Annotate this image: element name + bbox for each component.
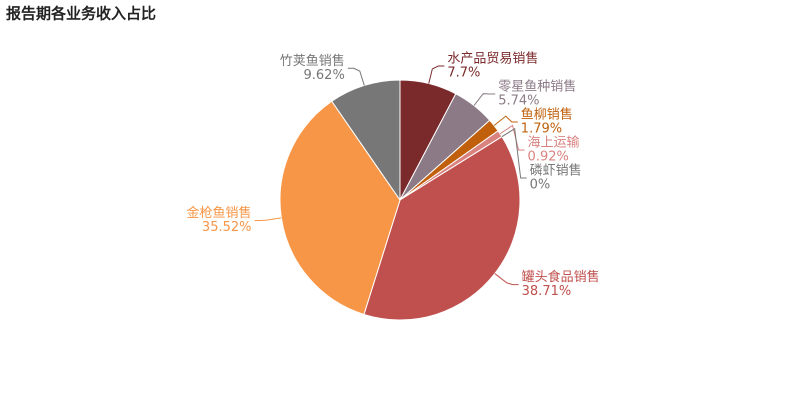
slice-label: 零星鱼种销售 xyxy=(498,79,576,95)
value-label: 1.79% xyxy=(521,122,562,137)
leader-line xyxy=(493,115,518,126)
pie-slice xyxy=(331,79,401,202)
slice-label: 海上运输 xyxy=(528,135,580,151)
chart-title: 报告期各业务收入占比 xyxy=(6,5,156,23)
leader-line xyxy=(501,127,527,179)
leader-line xyxy=(347,67,365,86)
value-label: 7.7% xyxy=(447,66,480,81)
value-label: 0% xyxy=(530,178,551,193)
slice-label: 金枪鱼销售 xyxy=(186,205,251,221)
value-label: 35.52% xyxy=(202,220,252,235)
slice-label: 鱼柳销售 xyxy=(521,107,573,123)
slice-label: 水产品贸易销售 xyxy=(447,51,538,67)
value-label: 5.74% xyxy=(498,94,539,109)
leader-line xyxy=(428,65,445,84)
leader-line xyxy=(254,217,282,222)
value-label: 9.62% xyxy=(304,68,345,83)
slice-label: 罐头食品销售 xyxy=(522,269,600,285)
value-label: 38.71% xyxy=(522,284,572,299)
leader-line xyxy=(473,93,496,106)
value-label: 0.92% xyxy=(528,150,569,165)
slice-label: 磷虾销售 xyxy=(530,163,582,179)
slice-label: 竹荚鱼销售 xyxy=(280,53,345,69)
leader-line xyxy=(494,273,519,286)
